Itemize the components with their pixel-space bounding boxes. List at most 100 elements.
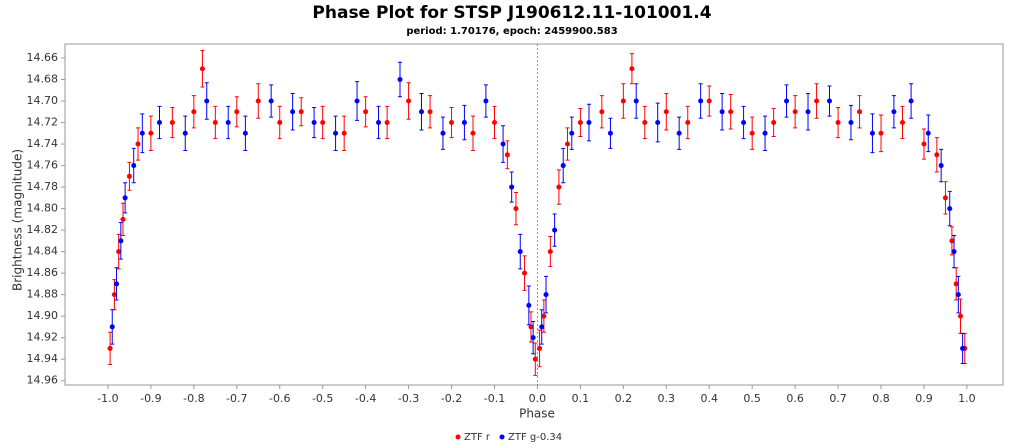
- data-point: [620, 98, 626, 104]
- data-point: [204, 98, 210, 104]
- data-point: [109, 324, 115, 330]
- data-point: [449, 120, 455, 126]
- x-tick-label: 0.5: [743, 392, 761, 405]
- y-tick-label: 14.84: [27, 245, 59, 258]
- chart-title: Phase Plot for STSP J190612.11-101001.4: [312, 3, 711, 23]
- data-point: [960, 345, 966, 351]
- data-point: [277, 120, 283, 126]
- x-tick-label: -0.7: [226, 392, 247, 405]
- data-point: [955, 292, 961, 298]
- data-point: [642, 120, 648, 126]
- data-point: [805, 109, 811, 115]
- x-tick-label: 0.7: [829, 392, 847, 405]
- data-point: [418, 109, 424, 115]
- data-point: [908, 98, 914, 104]
- data-point: [814, 98, 820, 104]
- y-tick-label: 14.96: [27, 374, 59, 387]
- data-point: [513, 206, 519, 212]
- x-tick-label: 1.0: [958, 392, 976, 405]
- data-point: [537, 345, 543, 351]
- data-point: [120, 216, 126, 222]
- data-point: [135, 141, 141, 147]
- x-tick-label: 0.1: [572, 392, 590, 405]
- plot-area: [64, 43, 1004, 386]
- data-point: [934, 152, 940, 158]
- x-tick-label: -0.1: [484, 392, 505, 405]
- y-tick-label: 14.78: [27, 180, 59, 193]
- data-point: [242, 130, 248, 136]
- data-point: [560, 163, 566, 169]
- data-point: [565, 141, 570, 147]
- data-point: [354, 98, 360, 104]
- data-point: [569, 130, 575, 136]
- data-point: [440, 130, 446, 136]
- data-point: [543, 292, 549, 298]
- data-point: [719, 109, 725, 115]
- data-point: [118, 238, 124, 244]
- x-tick-label: 0.2: [615, 392, 633, 405]
- data-point: [320, 120, 326, 126]
- data-point: [556, 184, 562, 190]
- data-point: [957, 313, 963, 319]
- data-point: [771, 120, 777, 126]
- data-point: [191, 109, 197, 115]
- data-point: [517, 249, 523, 255]
- data-point: [857, 109, 863, 115]
- data-point: [663, 109, 669, 115]
- data-point: [655, 120, 661, 126]
- data-point: [182, 130, 188, 136]
- data-point: [552, 227, 558, 233]
- data-point: [633, 98, 639, 104]
- data-point: [376, 120, 382, 126]
- x-tick-label: -0.3: [398, 392, 419, 405]
- data-point: [698, 98, 704, 104]
- x-tick-label: -0.8: [183, 392, 204, 405]
- data-point: [878, 130, 884, 136]
- data-point: [586, 120, 592, 126]
- data-point: [491, 120, 497, 126]
- x-tick-label: -0.2: [441, 392, 462, 405]
- data-point: [784, 98, 790, 104]
- data-point: [406, 98, 412, 104]
- y-tick-label: 14.70: [27, 94, 59, 107]
- x-tick-label: 0.9: [915, 392, 933, 405]
- data-point: [131, 163, 137, 169]
- data-point: [953, 281, 959, 287]
- y-tick-label: 14.76: [27, 159, 59, 172]
- data-point: [363, 109, 369, 115]
- data-point: [526, 302, 532, 308]
- data-point: [938, 163, 944, 169]
- x-tick-label: 0.3: [658, 392, 676, 405]
- y-tick-label: 14.94: [27, 352, 59, 365]
- x-tick-label: 0.6: [786, 392, 804, 405]
- data-point: [921, 141, 927, 147]
- y-tick-label: 14.68: [27, 72, 59, 85]
- data-point: [629, 66, 635, 72]
- data-point: [539, 324, 545, 330]
- data-point: [268, 98, 274, 104]
- data-point: [333, 130, 339, 136]
- data-point: [869, 130, 875, 136]
- data-point: [111, 292, 117, 298]
- data-point: [530, 335, 536, 341]
- data-point: [126, 173, 132, 179]
- data-point: [116, 249, 122, 255]
- data-point: [122, 195, 128, 201]
- y-axis-label: Brightness (magnitude): [11, 149, 25, 291]
- x-tick-label: 0.8: [872, 392, 890, 405]
- data-point: [341, 130, 347, 136]
- data-point: [599, 109, 605, 115]
- data-point: [706, 98, 712, 104]
- data-point: [528, 324, 534, 330]
- data-point: [311, 120, 317, 126]
- x-tick-label: 0.0: [529, 392, 547, 405]
- data-point: [461, 120, 467, 126]
- y-tick-label: 14.92: [27, 331, 59, 344]
- data-point: [522, 270, 528, 276]
- data-point: [541, 313, 547, 319]
- y-tick-label: 14.82: [27, 223, 59, 236]
- data-point: [148, 130, 154, 136]
- data-point: [500, 141, 506, 147]
